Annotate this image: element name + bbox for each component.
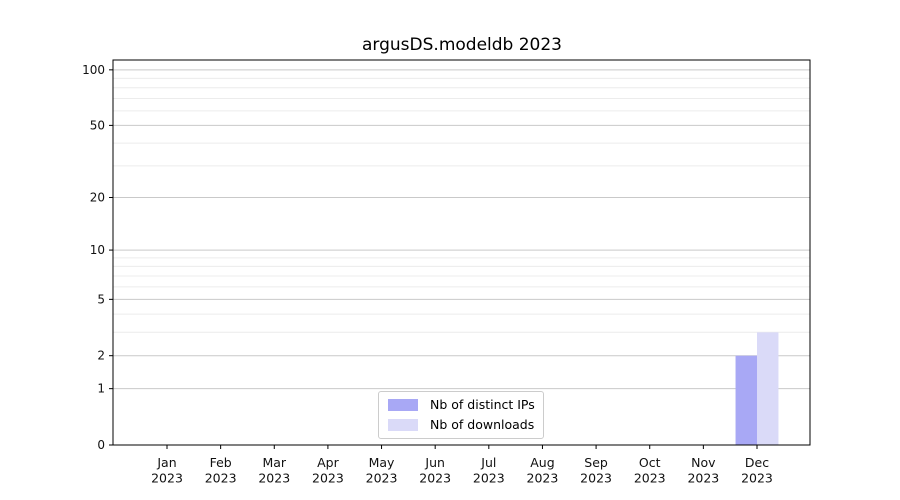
chart-legend: Nb of distinct IPs Nb of downloads	[378, 391, 544, 439]
bar-downloads	[756, 332, 779, 445]
y-tick-label: 50	[90, 118, 105, 132]
x-tick-label: Oct 2023	[634, 455, 666, 486]
x-tick-label: Jan 2023	[151, 455, 183, 486]
x-tick-label: Mar 2023	[258, 455, 290, 486]
x-tick-label: Nov 2023	[687, 455, 719, 486]
x-tick-label: Apr 2023	[312, 455, 344, 486]
x-tick-label: Aug 2023	[527, 455, 559, 486]
x-tick-label: Sep 2023	[580, 455, 612, 486]
legend-item-downloads: Nb of downloads	[388, 417, 535, 432]
x-tick-label: Feb 2023	[205, 455, 237, 486]
legend-swatch-distinct-ips	[388, 399, 418, 411]
y-tick-label: 1	[97, 382, 105, 396]
legend-label-distinct-ips: Nb of distinct IPs	[430, 397, 535, 412]
legend-swatch-downloads	[388, 419, 418, 431]
legend-label-downloads: Nb of downloads	[430, 417, 535, 432]
x-tick-label: Dec 2023	[741, 455, 773, 486]
y-tick-label: 100	[82, 63, 105, 77]
y-tick-label: 10	[90, 243, 105, 257]
bar-distinct-ips	[735, 355, 757, 445]
x-tick-label: Jul 2023	[473, 455, 505, 486]
x-tick-label: Jun 2023	[419, 455, 451, 486]
chart-title: argusDS.modeldb 2023	[362, 35, 562, 55]
plot-border	[112, 59, 811, 446]
legend-item-distinct-ips: Nb of distinct IPs	[388, 397, 535, 412]
y-tick-label: 5	[97, 292, 105, 306]
y-tick-label: 0	[97, 438, 105, 452]
y-tick-label: 2	[97, 349, 105, 363]
x-tick-label: May 2023	[366, 455, 398, 486]
y-tick-label: 20	[90, 191, 105, 205]
